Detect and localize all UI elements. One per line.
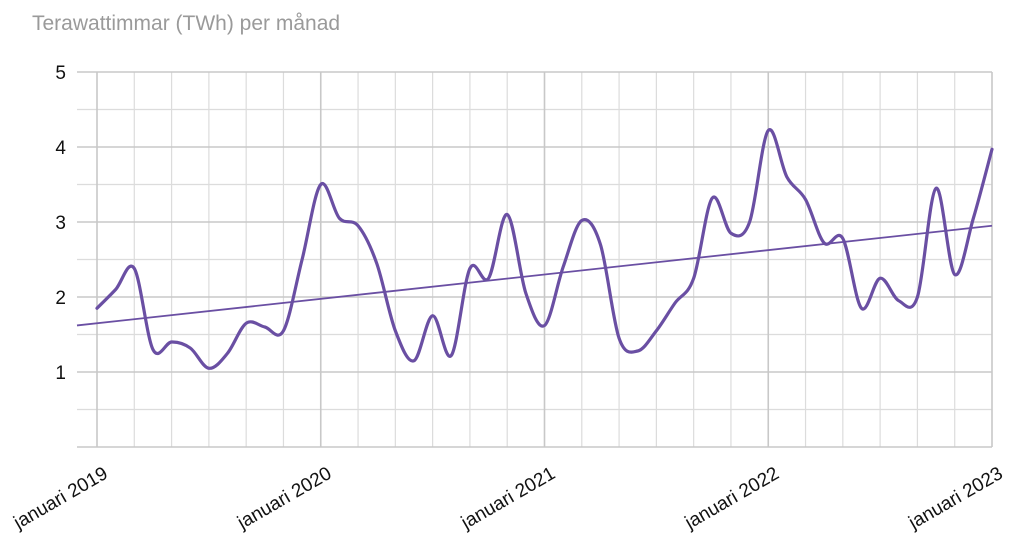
y-axis-ticks: 1 2 3 4 5 [55, 63, 66, 384]
x-tick-label: januari 2023 [905, 463, 1007, 534]
grid-major [77, 71, 993, 448]
chart-title: Terawattimmar (TWh) per månad [32, 12, 341, 35]
x-tick-label: januari 2022 [681, 463, 783, 534]
series-line [95, 128, 994, 370]
x-tick-label: januari 2020 [233, 463, 335, 534]
y-tick-label: 1 [55, 363, 66, 384]
x-tick-label: januari 2021 [457, 463, 559, 534]
y-tick-label: 3 [55, 213, 66, 234]
series-layer [76, 128, 994, 370]
y-tick-label: 2 [55, 288, 66, 309]
y-tick-label: 5 [55, 63, 66, 84]
y-tick-label: 4 [55, 138, 66, 159]
trend-line [76, 224, 993, 327]
x-axis-ticks: januari 2019 januari 2020 januari 2021 janu… [10, 463, 1007, 534]
x-tick-label: januari 2019 [10, 463, 112, 534]
grid-minor [77, 72, 992, 447]
